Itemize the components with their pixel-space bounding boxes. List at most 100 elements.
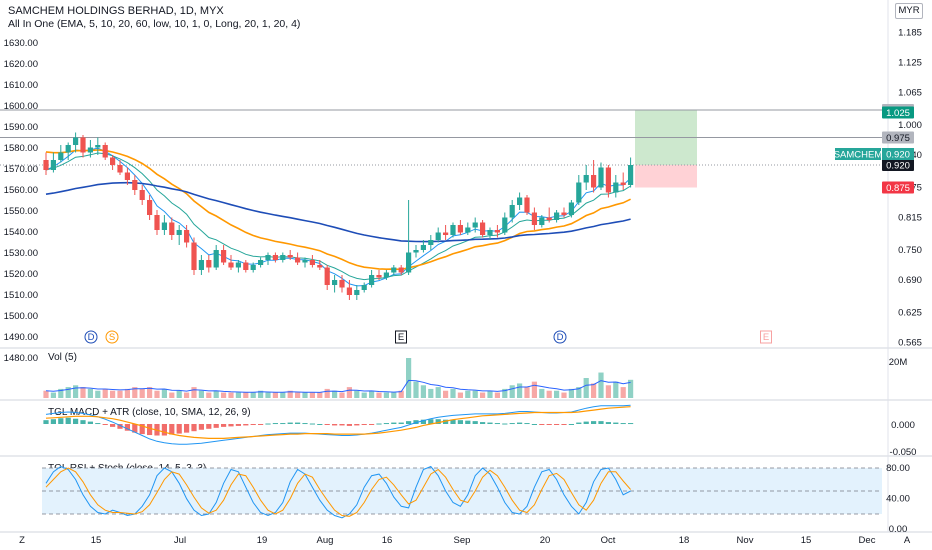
candle-body (65, 145, 71, 153)
macd-histogram-bar (80, 420, 86, 424)
candle-body (154, 215, 160, 230)
macd-histogram-bar (169, 424, 175, 435)
left-axis-tick: 1570.00 (4, 164, 38, 175)
zoom-reset-icon: Z (19, 535, 25, 546)
volume-bar (154, 390, 160, 398)
macd-histogram-bar (50, 419, 56, 424)
candle-body (613, 182, 619, 193)
candle-body (228, 262, 234, 268)
macd-histogram-bar (398, 422, 404, 424)
earnings-marker (395, 330, 407, 344)
macd-histogram-bar (243, 424, 249, 426)
rsi-axis-tick: 0.00 (889, 524, 908, 535)
candle-body (117, 165, 123, 173)
macd-pane-label[interactable]: TGL MACD + ATR (close, 10, SMA, 12, 26, … (48, 407, 251, 418)
volume-bar (65, 387, 71, 398)
macd-histogram-bar (235, 424, 241, 426)
ema60-line (45, 181, 631, 243)
volume-bar (265, 392, 271, 398)
macd-histogram-bar (332, 424, 338, 426)
time-axis-label: Sep (454, 535, 471, 546)
macd-histogram-bar (628, 423, 634, 425)
candle-body (576, 182, 582, 203)
volume-bar (546, 390, 552, 398)
candle-body (213, 250, 219, 268)
macd-histogram-bar (480, 422, 486, 424)
event-marker-label: D (557, 332, 564, 343)
candle-body (147, 200, 153, 215)
volume-bar (376, 392, 382, 398)
candle-body (517, 197, 523, 205)
candle-body (420, 245, 426, 250)
candle-body (324, 267, 330, 285)
macd-histogram-bar (295, 422, 301, 424)
candle-body (132, 180, 138, 190)
volume-pane-label[interactable]: Vol (5) (48, 352, 77, 363)
candle-body (443, 232, 449, 235)
volume-bar (110, 390, 116, 398)
macd-histogram-bar (383, 423, 389, 425)
volume-bar (605, 385, 611, 398)
macd-histogram-bar (391, 422, 397, 424)
macd-histogram-bar (509, 423, 515, 425)
event-marker-label: S (109, 332, 115, 343)
currency-button[interactable]: MYR (895, 3, 923, 19)
volume-bar (398, 390, 404, 398)
macd-histogram-bar (213, 424, 219, 428)
macd-histogram-bar (265, 423, 271, 425)
volume-bar (391, 392, 397, 398)
candle-body (361, 285, 367, 290)
volume-bar (102, 388, 108, 398)
volume-bar (346, 387, 352, 398)
left-axis-tick: 1610.00 (4, 80, 38, 91)
macd-histogram-bar (413, 420, 419, 424)
volume-bar (191, 387, 197, 398)
candle-body (428, 240, 434, 245)
macd-histogram-bar (406, 421, 412, 424)
candle-body (295, 257, 301, 263)
macd-histogram-bar (161, 424, 167, 436)
macd-histogram-bar (258, 424, 264, 425)
right-axis-tick: 1.185 (898, 28, 922, 39)
macd-axis-tick: 0.000 (891, 420, 915, 431)
macd-histogram-bar (124, 424, 130, 431)
macd-histogram-bar (494, 423, 500, 425)
time-axis-label: 19 (257, 535, 268, 546)
candle-body (346, 287, 352, 295)
candle-body (102, 145, 108, 158)
macd-histogram-bar (272, 423, 278, 425)
stoch-d-line (45, 467, 631, 517)
candle-body (383, 272, 389, 278)
ema5-line (45, 147, 631, 287)
volume-bar (58, 388, 64, 398)
price-label-box (882, 106, 914, 119)
volume-bar (354, 390, 360, 398)
candle-body (235, 262, 241, 268)
split-marker (105, 330, 119, 344)
candle-body (272, 255, 278, 260)
volume-bar (43, 390, 49, 398)
time-axis-label: 15 (91, 535, 102, 546)
stop-zone (635, 165, 697, 188)
volume-bar (457, 392, 463, 398)
volume-bar (561, 392, 567, 398)
left-axis-tick: 1500.00 (4, 311, 38, 322)
symbol-badge-name: SAMCHEM (834, 150, 883, 161)
earnings-marker (760, 330, 772, 344)
left-axis-tick: 1540.00 (4, 227, 38, 238)
symbol-badge (835, 148, 881, 160)
macd-histogram-bar (443, 419, 449, 424)
volume-bar (339, 392, 345, 398)
right-axis-tick: 0.690 (898, 275, 922, 286)
candle-body (206, 260, 212, 268)
candle-body (87, 147, 93, 153)
macd-histogram-bar (184, 424, 190, 433)
macd-histogram-bar (110, 424, 116, 427)
volume-bar (50, 392, 56, 398)
macd-histogram-bar (605, 422, 611, 424)
volume-bar (517, 383, 523, 398)
rsi-axis-tick: 80.00 (886, 463, 910, 474)
indicator-legend[interactable]: All In One (EMA, 5, 10, 20, 60, low, 10,… (8, 18, 301, 30)
time-axis-label: Aug (317, 535, 334, 546)
